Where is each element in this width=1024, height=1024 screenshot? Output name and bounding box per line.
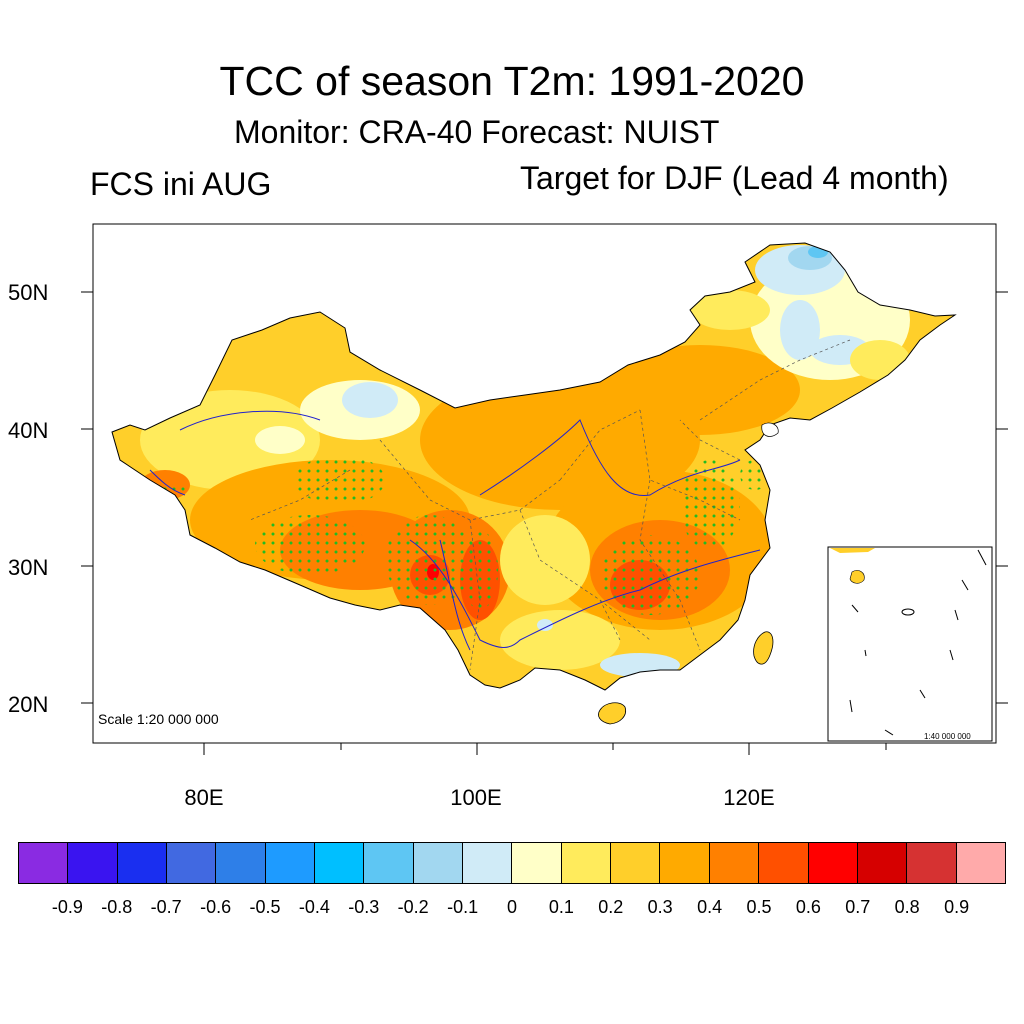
colorbar-cell [117,843,168,883]
colorbar-tick-label: 0 [506,897,517,917]
lon-ticks [203,743,887,755]
colorbar-tick-label: -0.9 [51,897,83,917]
colorbar-tick-label: -0.8 [101,897,133,917]
lon-label-80e: 80E [184,785,224,810]
significance-stipple [155,455,770,615]
hainan-island [598,702,627,725]
lat-label-50n: 50N [8,280,49,305]
colorbar-cell [265,843,316,883]
lat-label-40n: 40N [8,418,49,443]
colorbar-cell [660,843,710,883]
init-label: FCS ini AUG [90,166,272,202]
chart-subtitle: Monitor: CRA-40 Forecast: NUIST [234,114,720,150]
colorbar [18,842,1006,884]
colorbar-cell [364,843,414,883]
rivers [149,410,761,651]
colorbar-tick-label: 0.4 [697,897,723,917]
map-scale: Scale 1:20 000 000 [98,711,219,727]
inset-map [827,546,993,742]
lon-label-120e: 120E [723,785,775,810]
colorbar-cell [611,843,661,883]
colorbar-tick-label: -0.1 [447,897,479,917]
colorbar-tick-label: 0.1 [548,897,574,917]
colorbar-tick-label: 0.6 [795,897,821,917]
colorbar-cell [463,843,513,883]
colorbar-tick-label: 0.9 [944,897,970,917]
colorbar-tick-label: -0.7 [150,897,182,917]
colorbar-cell [709,843,760,883]
colorbar-cell [315,843,365,883]
colorbar-tick-label: 0.8 [894,897,920,917]
colorbar-cell [808,843,858,883]
lon-label-100e: 100E [450,785,502,810]
lat-label-20n: 20N [8,692,49,717]
colorbar-tick-label: 0.5 [746,897,772,917]
colorbar-cell [216,843,266,883]
colorbar-cell [857,843,908,883]
bohai-sea [761,422,779,437]
colorbar-tick-label: 0.3 [647,897,673,917]
inset-scale: 1:40 000 000 [924,732,971,741]
colorbar-cell [561,843,612,883]
taiwan-island [753,631,774,665]
colorbar-cell [956,843,1005,883]
province-boundaries [249,339,851,671]
colorbar-tick-label: -0.6 [200,897,232,917]
lat-label-30n: 30N [8,555,49,580]
colorbar-tick-label: -0.4 [298,897,330,917]
target-label: Target for DJF (Lead 4 month) [520,160,949,196]
colorbar-cell [759,843,809,883]
colorbar-cell [19,843,69,883]
lat-ticks [81,291,1008,704]
colorbar-cell [68,843,118,883]
colorbar-tick-label: 0.7 [845,897,871,917]
colorbar-tick-label: -0.2 [397,897,429,917]
colorbar-tick-label: 0.2 [598,897,624,917]
colorbar-cell [167,843,217,883]
colorbar-tick-label: -0.5 [249,897,281,917]
chart-title: TCC of season T2m: 1991-2020 [219,58,805,104]
colorbar-tick-label: -0.3 [348,897,380,917]
colorbar-cell [512,843,562,883]
colorbar-cell [413,843,464,883]
colorbar-cell [907,843,957,883]
